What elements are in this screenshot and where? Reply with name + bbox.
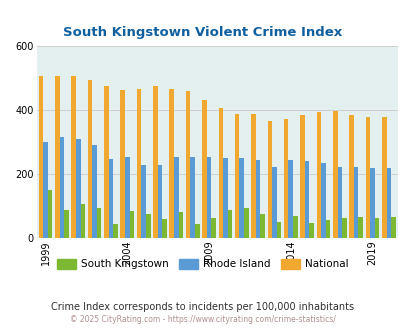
- Bar: [358, 217, 362, 238]
- Bar: [222, 158, 227, 238]
- Bar: [251, 114, 255, 238]
- Bar: [316, 112, 320, 238]
- Bar: [337, 167, 341, 238]
- Bar: [174, 157, 178, 238]
- Bar: [271, 167, 276, 238]
- Bar: [136, 89, 141, 238]
- Bar: [353, 167, 358, 238]
- Bar: [292, 216, 297, 238]
- Text: © 2025 CityRating.com - https://www.cityrating.com/crime-statistics/: © 2025 CityRating.com - https://www.city…: [70, 315, 335, 324]
- Bar: [185, 91, 190, 238]
- Bar: [325, 220, 330, 238]
- Bar: [243, 208, 248, 238]
- Bar: [55, 76, 60, 238]
- Bar: [341, 218, 346, 238]
- Bar: [80, 204, 85, 238]
- Bar: [267, 121, 271, 238]
- Bar: [276, 222, 281, 238]
- Bar: [169, 89, 174, 238]
- Bar: [369, 168, 374, 238]
- Bar: [97, 208, 101, 238]
- Bar: [64, 211, 68, 238]
- Bar: [304, 161, 309, 238]
- Bar: [332, 111, 337, 238]
- Bar: [38, 76, 43, 238]
- Bar: [153, 86, 157, 238]
- Bar: [48, 190, 52, 238]
- Bar: [178, 212, 183, 238]
- Bar: [374, 217, 378, 238]
- Bar: [386, 168, 390, 238]
- Bar: [125, 157, 129, 238]
- Bar: [255, 160, 260, 238]
- Bar: [71, 76, 76, 238]
- Bar: [283, 118, 288, 238]
- Bar: [162, 219, 166, 238]
- Bar: [206, 157, 211, 238]
- Bar: [120, 90, 125, 238]
- Bar: [194, 224, 199, 238]
- Bar: [157, 165, 162, 238]
- Bar: [227, 211, 232, 238]
- Bar: [92, 145, 97, 238]
- Bar: [239, 158, 243, 238]
- Bar: [104, 86, 109, 238]
- Bar: [113, 224, 117, 238]
- Bar: [309, 223, 313, 238]
- Bar: [234, 114, 239, 238]
- Bar: [300, 115, 304, 238]
- Bar: [260, 214, 264, 238]
- Bar: [390, 217, 395, 238]
- Bar: [365, 117, 369, 238]
- Bar: [43, 142, 48, 238]
- Bar: [190, 157, 194, 238]
- Bar: [218, 108, 222, 238]
- Bar: [60, 137, 64, 238]
- Bar: [109, 159, 113, 238]
- Bar: [381, 117, 386, 238]
- Bar: [76, 139, 80, 238]
- Bar: [320, 163, 325, 238]
- Text: South Kingstown Violent Crime Index: South Kingstown Violent Crime Index: [63, 26, 342, 39]
- Bar: [211, 217, 215, 238]
- Bar: [348, 115, 353, 238]
- Bar: [145, 214, 150, 238]
- Bar: [129, 211, 134, 238]
- Text: Crime Index corresponds to incidents per 100,000 inhabitants: Crime Index corresponds to incidents per…: [51, 302, 354, 312]
- Bar: [141, 165, 145, 238]
- Legend: South Kingstown, Rhode Island, National: South Kingstown, Rhode Island, National: [53, 255, 352, 274]
- Bar: [288, 160, 292, 238]
- Bar: [202, 100, 206, 238]
- Bar: [87, 80, 92, 238]
